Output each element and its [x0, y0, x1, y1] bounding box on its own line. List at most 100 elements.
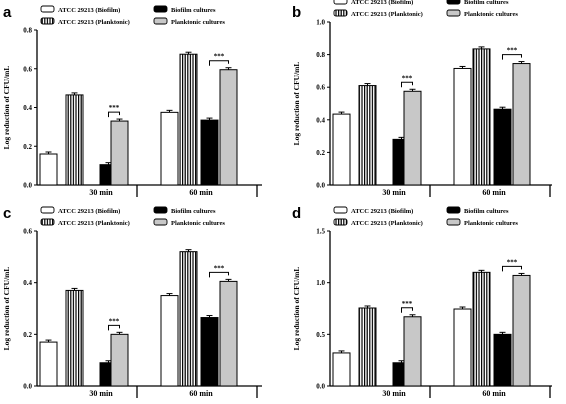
significance-label: ***	[214, 53, 225, 61]
legend-label: Planktonic cultures	[171, 220, 225, 227]
legend-label: Planktonic cultures	[464, 11, 518, 18]
y-tick-label: 0.2	[23, 331, 32, 339]
significance-label: ***	[402, 74, 413, 82]
y-tick-label: 0.8	[316, 51, 325, 59]
significance-bracket	[502, 265, 522, 272]
panel-d: d 0.0 0.5 1.0 1.5 Log reduction of CFU/mL 30 m…	[292, 205, 552, 398]
bar	[179, 251, 198, 387]
y-tick-label: 0.6	[316, 84, 325, 92]
legend-swatch	[40, 5, 55, 13]
legend-label: ATCC 29213 (Biofilm)	[351, 208, 413, 215]
bar	[39, 341, 58, 387]
bar	[493, 108, 512, 186]
y-tick-label: 0.0	[316, 182, 325, 190]
legend-label: ATCC 29213 (Biofilm)	[351, 0, 413, 6]
bar	[219, 280, 238, 387]
legend-swatch	[333, 218, 348, 226]
y-tick-label: 1.5	[316, 228, 325, 236]
bar	[200, 119, 219, 186]
legend-label: ATCC 29213 (Planktonic)	[351, 11, 423, 18]
legend-label: Planktonic cultures	[464, 220, 518, 227]
legend-label: Biofilm cultures	[171, 208, 216, 215]
bar	[200, 317, 219, 387]
y-tick-label: 0.0	[316, 383, 325, 391]
y-tick-label: 1.0	[316, 19, 325, 27]
bar	[160, 295, 179, 387]
y-tick-label: 0.0	[23, 182, 32, 190]
bar	[65, 289, 84, 387]
panel-c: c 0.0 0.2 0.4 0.6 Log reduction of CFU/mL 30 m…	[2, 205, 262, 398]
panel-letter: b	[292, 4, 301, 21]
y-axis-label: Log reduction of CFU/mL	[2, 66, 11, 150]
y-tick-label: 1.0	[316, 279, 325, 287]
significance-label: ***	[402, 300, 413, 308]
legend-swatch	[40, 17, 55, 25]
x-category-label: 60 min	[189, 389, 213, 398]
x-category-label: 60 min	[482, 188, 506, 197]
legend-label: Planktonic cultures	[171, 19, 225, 26]
bar	[219, 69, 238, 186]
y-tick-label: 0.2	[316, 149, 325, 157]
bar	[358, 307, 377, 387]
bar	[110, 333, 129, 387]
bar	[472, 271, 491, 387]
y-tick-label: 0.0	[23, 383, 32, 391]
bar	[512, 274, 531, 387]
legend-swatch	[446, 218, 461, 226]
bar	[358, 85, 377, 186]
panel-letter: d	[292, 205, 301, 222]
y-tick-label: 0.6	[23, 65, 32, 73]
y-tick-label: 0.8	[23, 27, 32, 35]
legend-label: ATCC 29213 (Planktonic)	[58, 19, 130, 26]
legend-label: ATCC 29213 (Biofilm)	[58, 208, 120, 215]
bar	[453, 308, 472, 387]
bar	[179, 53, 198, 186]
legend-swatch	[446, 9, 461, 17]
significance-bracket	[108, 111, 120, 118]
significance-label: ***	[109, 104, 120, 112]
legend-swatch	[333, 0, 348, 5]
legend-swatch	[333, 9, 348, 17]
legend-swatch	[446, 0, 461, 5]
legend-label: Biofilm cultures	[464, 0, 509, 6]
legend-swatch	[40, 218, 55, 226]
x-category-label: 30 min	[89, 389, 113, 398]
x-category-label: 30 min	[89, 188, 113, 197]
y-tick-label: 0.6	[23, 228, 32, 236]
significance-bracket	[209, 60, 229, 66]
significance-bracket	[401, 81, 413, 88]
bar	[453, 67, 472, 186]
bar	[332, 113, 351, 186]
y-axis-label: Log reduction of CFU/mL	[292, 62, 301, 146]
y-tick-label: 0.4	[23, 104, 32, 112]
legend-swatch	[446, 206, 461, 214]
panel-b: b 0.0 0.2 0.4 0.6 0.8 1.0 Log reduction of CFU/…	[292, 0, 552, 197]
x-category-label: 30 min	[382, 188, 406, 197]
bar	[65, 94, 84, 186]
bar	[403, 90, 422, 186]
panel-letter: c	[3, 205, 11, 222]
y-tick-label: 0.2	[23, 143, 32, 151]
significance-bracket	[401, 307, 413, 313]
legend-label: ATCC 29213 (Planktonic)	[351, 220, 423, 227]
legend-swatch	[153, 218, 168, 226]
legend-swatch	[153, 17, 168, 25]
legend-label: Biofilm cultures	[464, 208, 509, 215]
y-axis-label: Log reduction of CFU/mL	[292, 267, 301, 351]
bar	[39, 153, 58, 186]
significance-label: ***	[214, 264, 225, 272]
panel-a: a 0.0 0.2 0.4 0.6 0.8 Log reduction of CFU/mL 3…	[2, 4, 262, 197]
x-category-label: 60 min	[189, 188, 213, 197]
bar	[512, 63, 531, 186]
significance-label: ***	[507, 47, 518, 55]
y-tick-label: 0.4	[23, 279, 32, 287]
y-axis-label: Log reduction of CFU/mL	[2, 267, 11, 351]
legend-swatch	[153, 206, 168, 214]
legend-label: ATCC 29213 (Biofilm)	[58, 7, 120, 14]
bar	[332, 352, 351, 387]
bar	[110, 120, 129, 186]
bar	[472, 48, 491, 186]
legend-swatch	[333, 206, 348, 214]
bar	[493, 333, 512, 387]
